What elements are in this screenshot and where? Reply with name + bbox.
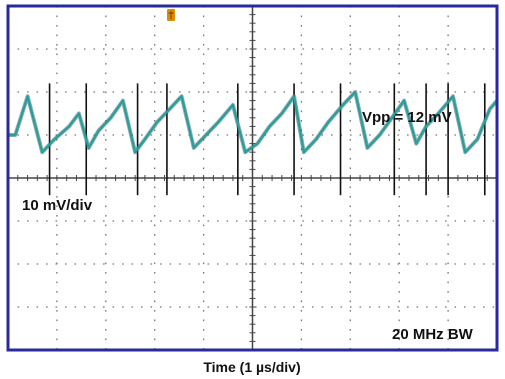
vpp-annotation: Vpp = 12 mV: [362, 109, 452, 126]
plot-border: [6, 4, 499, 352]
x-axis-label: Time (1 µs/div): [203, 359, 300, 375]
volts-per-div-annotation: 10 mV/div: [22, 197, 93, 214]
bandwidth-annotation: 20 MHz BW: [392, 326, 474, 343]
series-line: [8, 90, 498, 154]
trigger-marker-icon: [167, 9, 175, 21]
ripple-trace: [8, 90, 499, 155]
